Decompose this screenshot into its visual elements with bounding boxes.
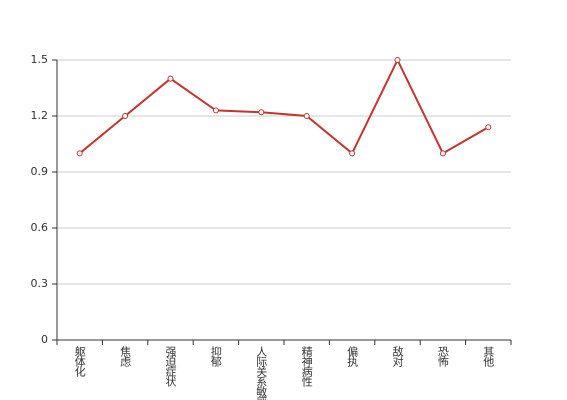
x-tick-label: 强迫症状 bbox=[164, 346, 177, 387]
point bbox=[258, 109, 265, 116]
x-tick-label: 人际关系敏感 bbox=[255, 346, 268, 400]
x-tick-label: 恐怖 bbox=[436, 346, 449, 367]
point bbox=[76, 150, 83, 157]
x-tick-label: 其他 bbox=[482, 346, 495, 367]
x-tick-label: 焦虑 bbox=[119, 346, 132, 367]
y-tick-label: 0 bbox=[41, 333, 48, 346]
x-tick-label: 精神病性 bbox=[300, 346, 313, 388]
x-tick-label: 敌对 bbox=[391, 345, 404, 367]
point bbox=[212, 107, 219, 114]
y-tick-label: 0.9 bbox=[31, 165, 49, 178]
point bbox=[439, 150, 446, 157]
point bbox=[485, 124, 492, 131]
point bbox=[394, 57, 401, 63]
y-tick-label: 1.5 bbox=[31, 53, 49, 66]
y-tick-label: 1.2 bbox=[31, 109, 49, 122]
point bbox=[303, 113, 310, 119]
point bbox=[167, 75, 174, 82]
x-tick-label: 躯体化 bbox=[73, 346, 86, 378]
point bbox=[349, 150, 356, 157]
y-tick-label: 0.3 bbox=[31, 277, 49, 290]
x-tick-label: 抑郁 bbox=[209, 345, 222, 367]
line bbox=[79, 57, 489, 155]
y-tick-label: 0.6 bbox=[31, 221, 49, 234]
point bbox=[122, 113, 129, 119]
x-tick-label: 偏执 bbox=[346, 345, 359, 368]
